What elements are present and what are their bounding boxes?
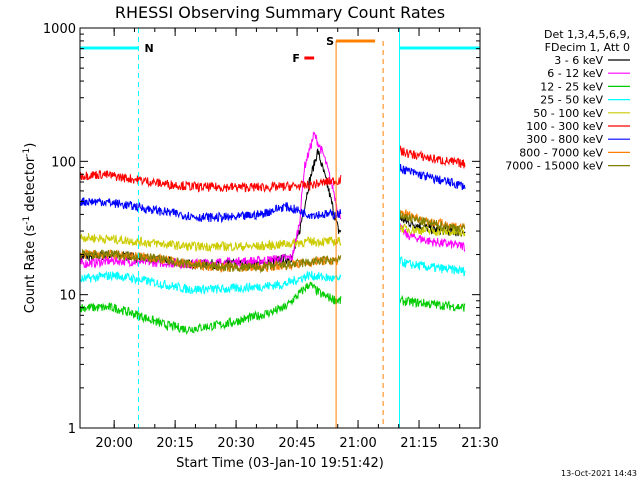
legend-entry-label: 6 - 12 keV	[547, 67, 603, 80]
x-tick-label: 21:15	[400, 436, 437, 451]
y-tick-label: 1000	[43, 22, 76, 37]
x-tick-label: 20:45	[278, 436, 315, 451]
x-tick-label: 20:00	[95, 436, 132, 451]
legend: Det 1,3,4,5,6,9,FDecim 1, Att 03 - 6 keV…	[505, 28, 630, 173]
series-line-6	[79, 145, 466, 193]
legend-entry-label: 7000 - 15000 keV	[505, 160, 603, 173]
night-flag-label: N	[145, 42, 154, 55]
series-line-2	[79, 131, 466, 270]
legend-entry-label: 300 - 800 keV	[526, 133, 603, 146]
legend-entry-label: 800 - 7000 keV	[519, 146, 603, 159]
legend-header-line: FDecim 1, Att 0	[545, 41, 630, 54]
legend-entry-label: 25 - 50 keV	[540, 94, 603, 107]
x-tick-label: 21:00	[339, 436, 376, 451]
timestamp: 13-Oct-2021 14:43	[561, 469, 637, 478]
series-line-7	[79, 163, 466, 224]
legend-entry-label: 3 - 6 keV	[554, 54, 603, 67]
series-line-9	[79, 209, 466, 274]
legend-entry-label: 12 - 25 keV	[540, 80, 603, 93]
y-tick-label: 10	[59, 289, 76, 304]
x-axis-ticks: 20:00 20:15 20:30 20:45 21:00 21:15 21:30	[95, 28, 499, 451]
chart-title: RHESSI Observing Summary Count Rates	[115, 3, 445, 22]
series-line-4	[80, 256, 466, 295]
y-axis-label: Count Rate (s-1 detector-1)	[22, 143, 38, 314]
series-layer	[79, 131, 466, 336]
x-tick-label: 20:30	[217, 436, 254, 451]
legend-entry-label: 50 - 100 keV	[533, 107, 603, 120]
y-tick-label: 1	[68, 422, 76, 437]
saa-flag-label: S	[326, 35, 334, 48]
plot-frame	[79, 27, 481, 429]
series-line-3	[79, 281, 466, 336]
series-line-5	[79, 223, 466, 253]
x-tick-label: 20:15	[156, 436, 193, 451]
legend-header-line: Det 1,3,4,5,6,9,	[544, 28, 630, 41]
x-axis-label: Start Time (03-Jan-10 19:51:42)	[176, 456, 384, 471]
y-tick-label: 100	[51, 155, 76, 170]
flare-flag-label: F	[292, 52, 300, 65]
x-tick-label: 21:30	[461, 436, 498, 451]
y-axis-ticks: 1 10 100 1000	[43, 22, 480, 437]
legend-entry-label: 100 - 300 keV	[526, 120, 603, 133]
